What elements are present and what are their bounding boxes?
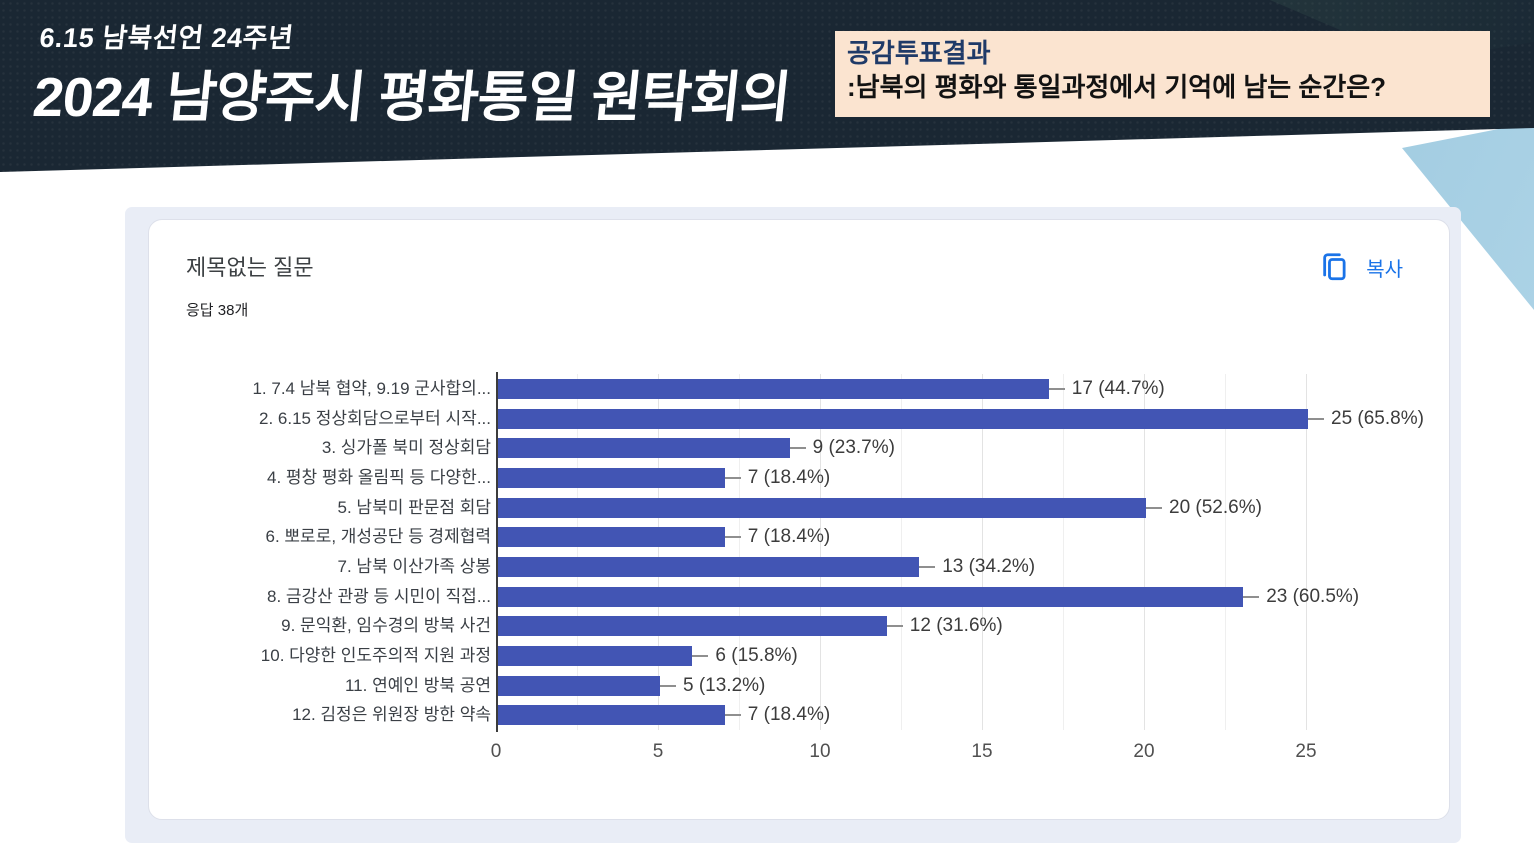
bar-chart: 1. 7.4 남북 협약, 9.19 군사합의... 2. 6.15 정상회담으로… (149, 220, 1449, 819)
plot-area: 17 (44.7%) 25 (65.8%) 9 (23.7%) 7 (18.4%) 20… (496, 372, 1424, 732)
x-axis: 0 5 10 15 20 25 (491, 741, 1317, 767)
bar (498, 556, 920, 577)
bar (498, 527, 725, 548)
x-tick-label: 5 (652, 741, 664, 762)
x-tick-label: 15 (971, 741, 993, 762)
category-label: 2. 6.15 정상회담으로부터 시작... (258, 408, 491, 428)
x-tick-label: 25 (1295, 741, 1317, 762)
banner-title: 2024 남양주시 평화통일 원탁회의 (30, 66, 794, 128)
category-label: 9. 문익환, 임수경의 방북 사건 (281, 616, 491, 636)
bar-value-label: 17 (44.7%) (1049, 378, 1165, 400)
bar-value-label: 25 (65.8%) (1308, 408, 1424, 430)
gridline (577, 374, 578, 730)
y-axis-line (496, 372, 498, 732)
vote-result-note-box: 공감투표결과 :남북의 평화와 통일과정에서 기억에 남는 순간은? (835, 31, 1490, 117)
bar-value-label: 6 (15.8%) (692, 645, 797, 667)
question-card: 제목없는 질문 응답 38개 복사 1. 7.4 남북 협약, 9.19 군사합… (148, 219, 1450, 820)
gridline (820, 374, 821, 730)
gridline (901, 374, 902, 730)
bar-value-label: 13 (34.2%) (919, 556, 1035, 578)
gridline (739, 374, 740, 730)
category-axis: 1. 7.4 남북 협약, 9.19 군사합의... 2. 6.15 정상회담으로… (157, 374, 491, 730)
x-tick-label: 10 (809, 741, 831, 762)
bar (498, 408, 1308, 429)
bar-value-label: 7 (18.4%) (725, 526, 830, 548)
bar-value-label: 7 (18.4%) (725, 467, 830, 489)
bar-value-label: 5 (13.2%) (660, 675, 765, 697)
category-label: 11. 연예인 방북 공연 (344, 675, 491, 695)
bar (498, 378, 1049, 399)
gridline (1063, 374, 1064, 730)
banner-kicker: 6.15 남북선언 24주년 (38, 23, 295, 53)
bar-value-label: 20 (52.6%) (1146, 497, 1262, 519)
category-label: 4. 평창 평화 올림픽 등 다양한... (266, 467, 491, 487)
category-label: 12. 김정은 위원장 방한 약속 (292, 705, 491, 725)
category-label: 10. 다양한 인도주의적 지원 과정 (260, 645, 491, 665)
copy-button-label: 복사 (1366, 258, 1403, 281)
question-title: 제목없는 질문 (186, 255, 314, 280)
category-label: 8. 금강산 관광 등 시민이 직접... (266, 586, 491, 606)
gridline (982, 374, 983, 730)
bar (498, 467, 725, 488)
bar (498, 438, 790, 459)
gridline (1144, 374, 1145, 730)
x-tick-label: 20 (1133, 741, 1155, 762)
bar-value-label: 7 (18.4%) (725, 704, 830, 726)
bar-value-label: 9 (23.7%) (790, 437, 895, 459)
response-count: 응답 38개 (186, 302, 249, 319)
bar (498, 616, 887, 637)
gridline (1306, 374, 1307, 730)
category-label: 3. 싱가폴 북미 정상회담 (321, 438, 491, 458)
note-box-subtitle: :남북의 평화와 통일과정에서 기억에 남는 순간은? (847, 72, 1387, 103)
bar (498, 705, 725, 726)
bar (498, 645, 693, 666)
bar (498, 586, 1244, 607)
category-label: 6. 뽀로로, 개성공단 등 경제협력 (265, 527, 491, 547)
bar-value-label: 23 (60.5%) (1243, 586, 1359, 608)
gridline (1225, 374, 1226, 730)
gridline (658, 374, 659, 730)
x-tick-label: 0 (490, 741, 502, 762)
bar (498, 675, 660, 696)
category-label: 5. 남북미 판문점 회담 (337, 497, 491, 517)
category-label: 7. 남북 이산가족 상봉 (337, 556, 491, 576)
copy-icon (1318, 250, 1350, 284)
category-label: 1. 7.4 남북 협약, 9.19 군사합의... (252, 379, 491, 398)
bar-value-label: 12 (31.6%) (887, 615, 1003, 637)
form-screenshot-panel: 제목없는 질문 응답 38개 복사 1. 7.4 남북 협약, 9.19 군사합… (125, 207, 1461, 843)
copy-button[interactable]: 복사 (1314, 246, 1407, 288)
note-box-title: 공감투표결과 (847, 38, 991, 68)
bar (498, 497, 1146, 518)
